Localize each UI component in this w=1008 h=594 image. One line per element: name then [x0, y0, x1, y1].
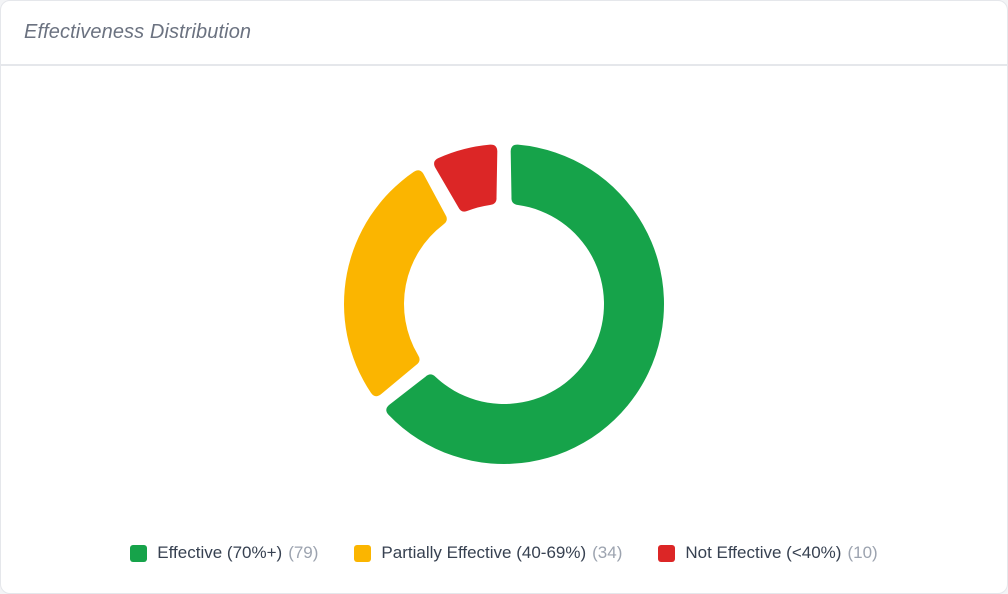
card-header: Effectiveness Distribution: [1, 1, 1007, 66]
donut-slice-not-effective[interactable]: [434, 144, 498, 212]
legend-count: (34): [592, 543, 623, 562]
legend-count: (79): [288, 543, 319, 562]
legend-label: Partially Effective (40-69%): [381, 543, 587, 562]
legend-square-icon: [354, 544, 372, 562]
legend-count: (10): [847, 543, 878, 562]
legend-item-not-effective[interactable]: Not Effective (<40%) (10): [658, 543, 878, 563]
legend-square-icon: [130, 544, 148, 562]
donut-slice-effective[interactable]: [386, 144, 664, 464]
legend-item-partially-effective[interactable]: Partially Effective (40-69%) (34): [354, 543, 622, 563]
donut-chart: [344, 144, 664, 464]
donut-chart-area: [1, 66, 1007, 516]
legend-label: Effective (70%+): [157, 543, 283, 562]
chart-legend: Effective (70%+) (79) Partially Effectiv…: [1, 539, 1007, 567]
card-title: Effectiveness Distribution: [24, 21, 252, 43]
donut-slice-partially-effective[interactable]: [344, 170, 447, 397]
legend-item-effective[interactable]: Effective (70%+) (79): [130, 543, 318, 563]
legend-label: Not Effective (<40%): [685, 543, 842, 562]
legend-square-icon: [658, 544, 676, 562]
